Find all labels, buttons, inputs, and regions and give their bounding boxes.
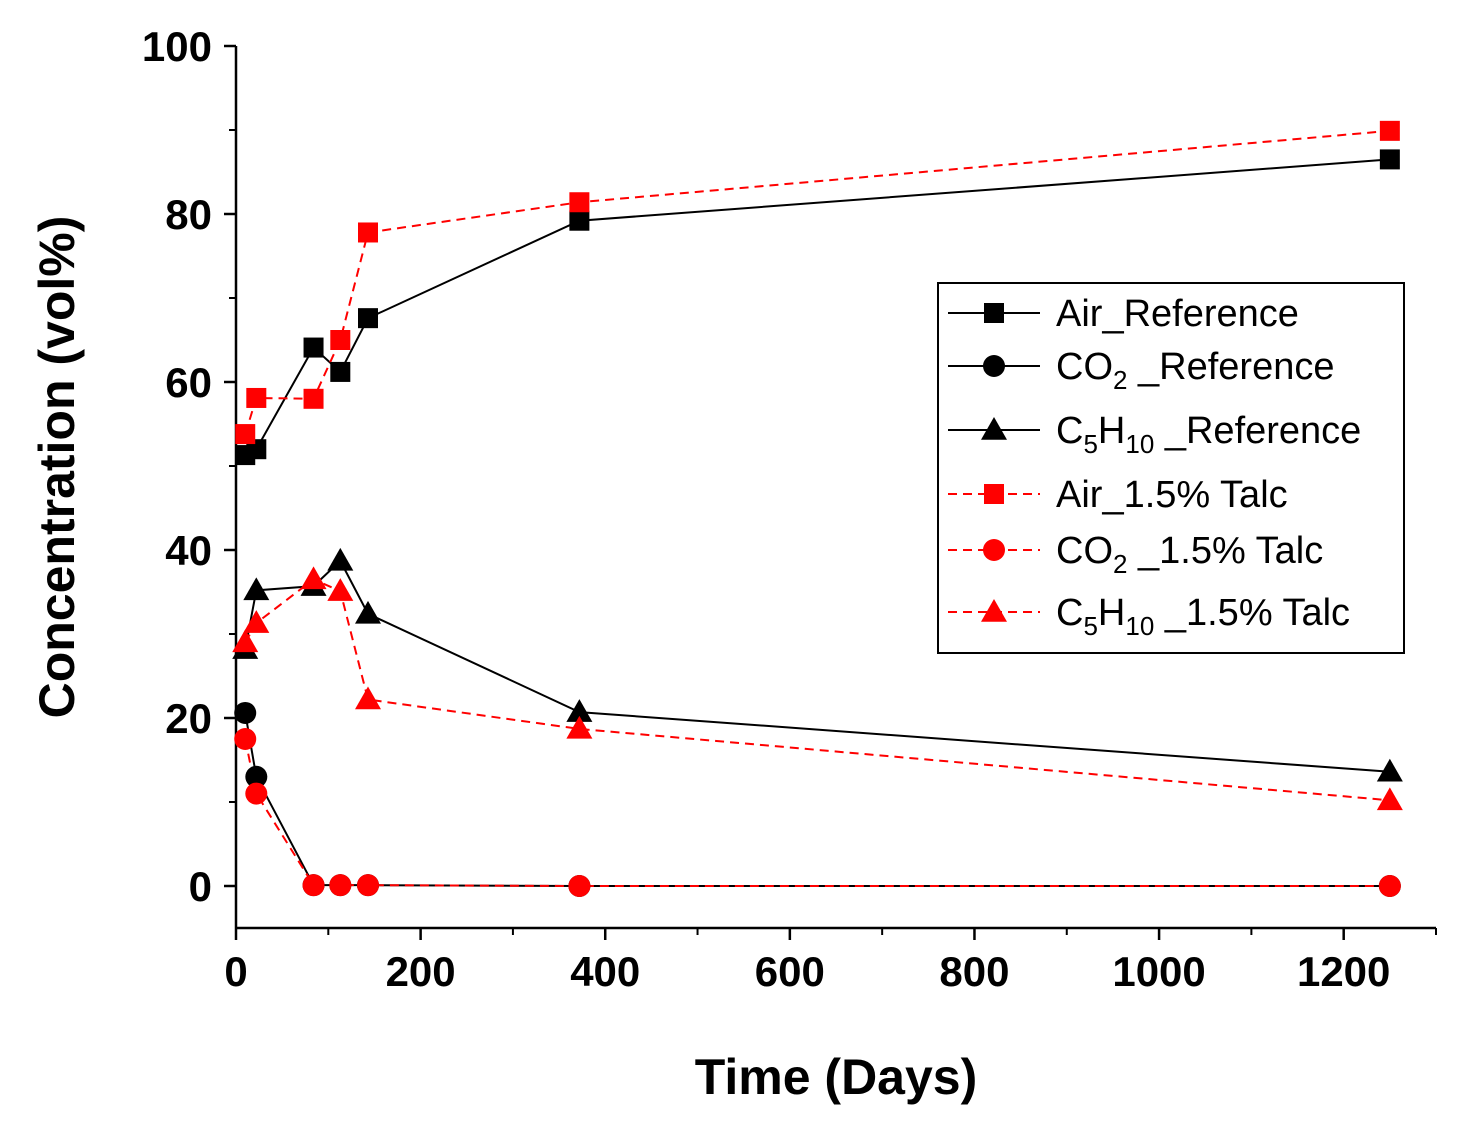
data-point — [243, 577, 270, 601]
legend-marker — [983, 355, 1005, 377]
data-point — [568, 875, 591, 897]
data-point — [1379, 149, 1400, 170]
axes-layer: 0 200 400 600 800 1000 1200 0 20 40 60 80 100 — [142, 23, 1437, 995]
data-point — [234, 728, 257, 750]
legend-label-tail: _Reference — [1154, 410, 1361, 452]
y-tick-label: 100 — [142, 23, 212, 70]
legend-label-tail: _1.5% Talc — [1127, 530, 1323, 572]
data-point — [1376, 787, 1403, 811]
legend-label: C5H10 _1.5% Talc — [1056, 592, 1350, 641]
data-point — [566, 715, 593, 739]
legend-marker — [984, 484, 1004, 504]
legend-label-tail: _Reference — [1127, 346, 1334, 388]
data-point — [303, 388, 324, 409]
legend-label-main: C — [1056, 592, 1083, 634]
data-point — [569, 192, 590, 213]
marker-layer — [232, 120, 1403, 897]
x-tick-label: 0 — [224, 948, 247, 995]
data-point — [243, 610, 270, 633]
data-point — [329, 874, 352, 897]
legend-label: CO2 _1.5% Talc — [1056, 530, 1323, 579]
data-point — [569, 210, 590, 231]
data-point — [330, 361, 351, 382]
data-point — [330, 330, 351, 350]
legend-label-mid: H — [1098, 592, 1125, 634]
data-point — [358, 222, 378, 243]
data-point — [300, 566, 327, 590]
legend-label-main: C — [1056, 410, 1083, 452]
legend-marker — [981, 599, 1007, 622]
legend-label-subscript: 10 — [1125, 611, 1154, 641]
legend-label-subscript: 2 — [1113, 549, 1127, 579]
legend-label: CO2 _Reference — [1056, 346, 1334, 395]
legend-label-subscript: 5 — [1083, 429, 1097, 459]
legend-box — [937, 282, 1405, 654]
data-point — [234, 701, 257, 724]
x-tick-label: 1200 — [1297, 948, 1390, 995]
data-point — [245, 782, 268, 805]
y-tick-label: 80 — [165, 191, 212, 238]
y-tick-label: 20 — [165, 695, 212, 742]
data-point — [245, 765, 268, 788]
data-point — [355, 600, 381, 624]
legend-marker — [984, 303, 1004, 323]
x-axis-title: Time (Days) — [695, 1049, 978, 1105]
data-point — [358, 308, 378, 329]
legend-label-subscript: 5 — [1083, 611, 1097, 641]
legend-label-main: Air_1.5% Talc — [1056, 474, 1288, 516]
data-point — [327, 578, 354, 601]
data-point — [1376, 758, 1403, 782]
legend-label-subscript: 2 — [1113, 365, 1127, 395]
legend-label: Air_Reference — [1056, 293, 1299, 335]
data-point — [1379, 120, 1400, 141]
data-point — [566, 699, 593, 722]
x-tick-label: 400 — [570, 948, 640, 995]
legend-label-mid: H — [1098, 410, 1125, 452]
data-point — [355, 686, 381, 710]
y-tick-label: 0 — [189, 863, 212, 910]
legend-label-subscript: 10 — [1125, 429, 1154, 459]
legend-marker — [983, 539, 1005, 561]
legend-label-main: CO — [1056, 530, 1113, 572]
x-tick-label: 1000 — [1112, 948, 1205, 995]
legend-label-tail: _1.5% Talc — [1154, 592, 1350, 634]
legend-label-main: Air_Reference — [1056, 293, 1299, 335]
legend-label: Air_1.5% Talc — [1056, 474, 1288, 516]
data-point — [327, 547, 354, 571]
y-tick-label: 40 — [165, 527, 212, 574]
data-point — [246, 439, 267, 460]
x-tick-label: 800 — [939, 948, 1009, 995]
data-point — [303, 337, 324, 358]
data-point — [357, 874, 379, 897]
data-point — [246, 387, 267, 408]
y-tick-label: 60 — [165, 359, 212, 406]
legend-marker — [981, 417, 1007, 440]
x-tick-label: 200 — [386, 948, 456, 995]
legend-label-main: CO — [1056, 346, 1113, 388]
legend-label: C5H10 _Reference — [1056, 410, 1361, 459]
y-axis-title: Concentration (vol%) — [29, 216, 85, 719]
x-tick-label: 600 — [755, 948, 825, 995]
data-point — [1378, 875, 1401, 897]
data-point — [232, 629, 259, 653]
data-point — [235, 424, 256, 445]
data-point — [302, 874, 325, 897]
